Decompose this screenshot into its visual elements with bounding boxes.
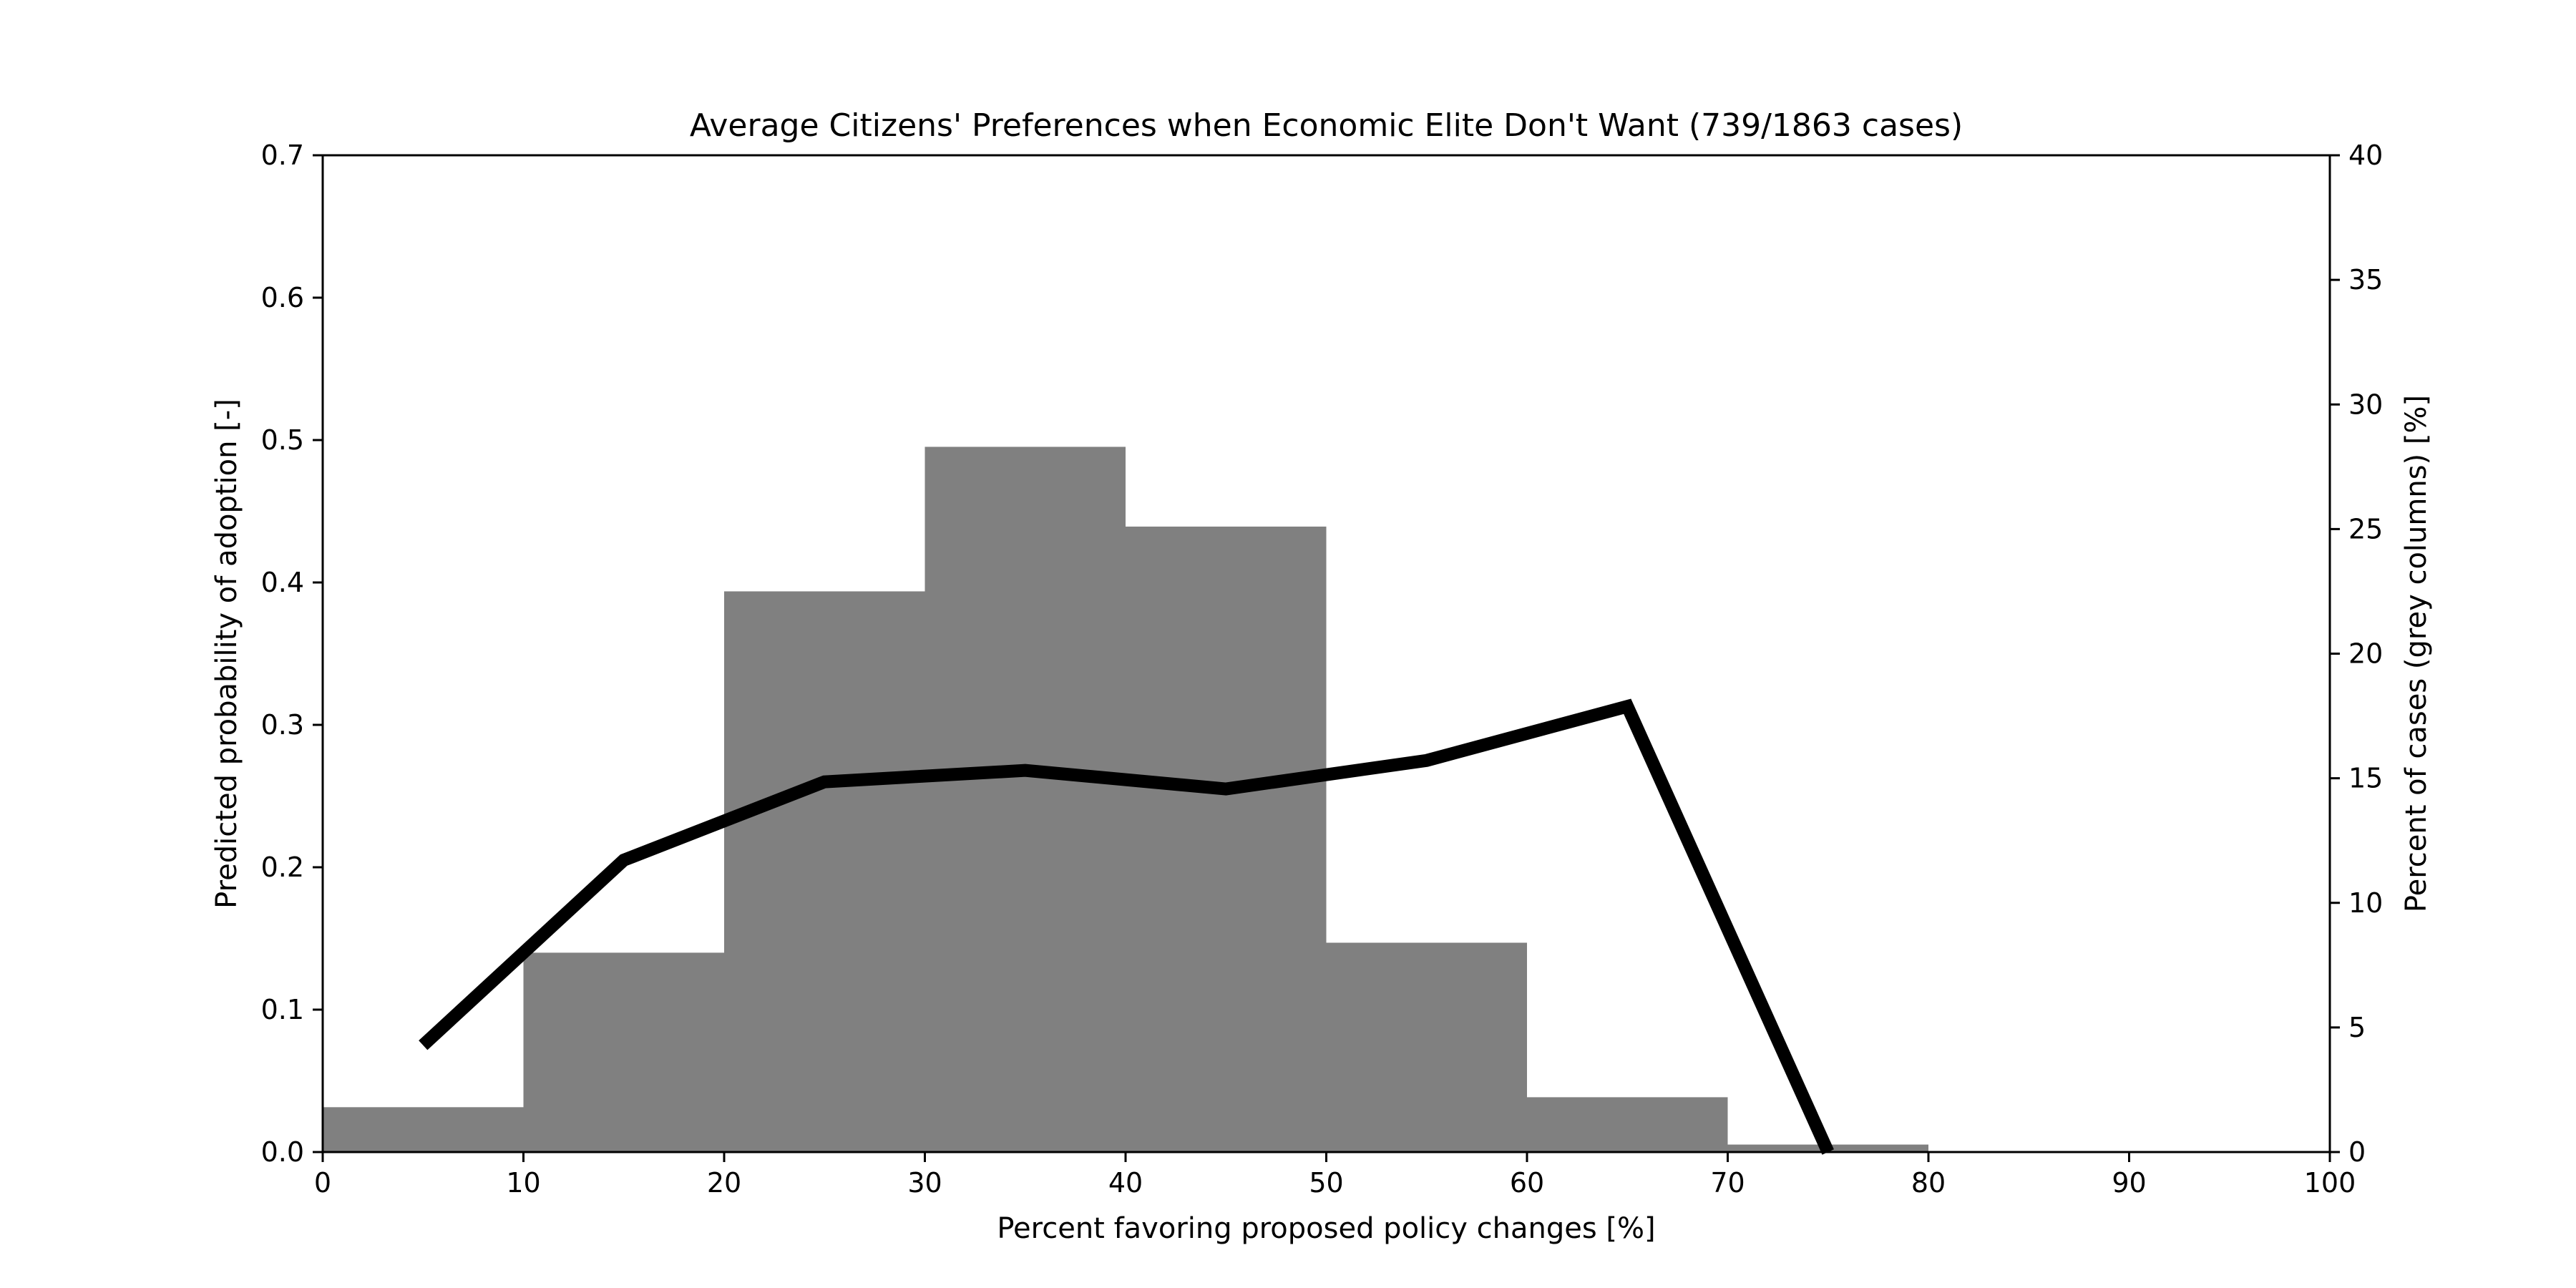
x-tick-label-9: 90 xyxy=(2112,1167,2146,1199)
x-tick-label-3: 30 xyxy=(907,1167,942,1199)
x-tick-label-0: 0 xyxy=(314,1167,331,1199)
y-left-tick-label-3: 0.3 xyxy=(261,709,304,741)
y-left-tick-label-4: 0.4 xyxy=(261,567,304,598)
y-right-tick-label-5: 25 xyxy=(2348,513,2383,545)
y-right-tick-label-3: 15 xyxy=(2348,763,2383,794)
x-tick-label-7: 70 xyxy=(1710,1167,1745,1199)
x-tick-label-4: 40 xyxy=(1108,1167,1143,1199)
histogram-bars xyxy=(323,447,1928,1152)
x-tick-label-6: 60 xyxy=(1510,1167,1544,1199)
x-axis-ticks: 0 10 20 30 40 50 60 70 80 90 100 xyxy=(314,1152,2356,1199)
y-right-tick-label-2: 10 xyxy=(2348,887,2383,919)
y-right-tick-label-4: 20 xyxy=(2348,638,2383,670)
histogram-bar-0 xyxy=(323,1107,524,1152)
y-right-axis-ticks: 0 5 10 15 20 25 30 35 40 xyxy=(2330,140,2383,1168)
histogram-bar-1 xyxy=(523,952,724,1152)
x-tick-label-1: 10 xyxy=(506,1167,540,1199)
y-left-axis-label: Predicted probability of adoption [-] xyxy=(210,399,243,909)
y-left-tick-label-2: 0.2 xyxy=(261,852,304,883)
chart-title: Average Citizens' Preferences when Econo… xyxy=(690,107,1963,144)
y-left-tick-label-6: 0.6 xyxy=(261,282,304,313)
y-right-tick-label-1: 5 xyxy=(2348,1012,2366,1043)
y-right-tick-label-0: 0 xyxy=(2348,1136,2366,1168)
probability-line-layer xyxy=(419,698,1834,1155)
y-right-axis-label: Percent of cases (grey columns) [%] xyxy=(2400,395,2433,912)
histogram-bar-6 xyxy=(1527,1097,1728,1152)
y-left-axis-ticks: 0.0 0.1 0.2 0.3 0.4 0.5 0.6 0.7 xyxy=(261,140,323,1168)
y-left-tick-label-5: 0.5 xyxy=(261,424,304,456)
y-left-tick-label-0: 0.0 xyxy=(261,1136,304,1168)
histogram-bar-2 xyxy=(724,591,925,1152)
y-right-tick-label-8: 40 xyxy=(2348,140,2383,171)
probability-line xyxy=(419,698,1834,1155)
x-tick-label-2: 20 xyxy=(707,1167,741,1199)
x-tick-label-8: 80 xyxy=(1911,1167,1946,1199)
x-tick-label-5: 50 xyxy=(1309,1167,1343,1199)
x-axis-label: Percent favoring proposed policy changes… xyxy=(997,1212,1655,1245)
x-tick-label-10: 100 xyxy=(2304,1167,2356,1199)
y-right-tick-label-6: 30 xyxy=(2348,389,2383,420)
histogram-bar-5 xyxy=(1326,942,1527,1152)
histogram-bar-3 xyxy=(924,447,1126,1152)
y-left-tick-label-1: 0.1 xyxy=(261,994,304,1025)
y-left-tick-label-7: 0.7 xyxy=(261,140,304,171)
y-right-tick-label-7: 35 xyxy=(2348,264,2383,296)
histogram-bar-4 xyxy=(1126,526,1327,1152)
